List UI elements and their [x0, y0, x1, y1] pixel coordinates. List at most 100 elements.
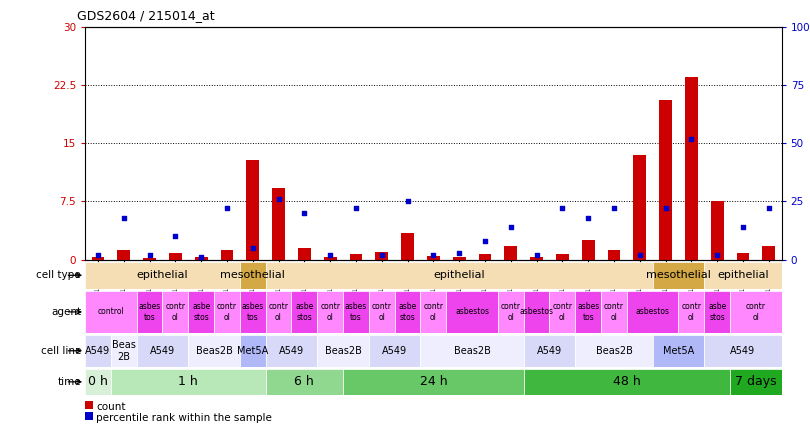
Text: asbes
tos: asbes tos [577, 302, 599, 321]
Text: contr
ol: contr ol [320, 302, 340, 321]
Text: Beas2B: Beas2B [454, 346, 491, 356]
Point [633, 251, 646, 258]
Bar [85, 335, 111, 367]
Text: asbestos: asbestos [455, 307, 489, 317]
Bar [530, 257, 543, 260]
Point [608, 205, 620, 212]
Bar [762, 246, 775, 260]
Text: agent: agent [51, 307, 81, 317]
Bar [653, 335, 704, 367]
Text: asbe
stos: asbe stos [399, 302, 416, 321]
Bar [375, 252, 388, 260]
Text: Beas2B: Beas2B [595, 346, 633, 356]
Point [92, 251, 104, 258]
Text: asbestos: asbestos [519, 307, 553, 317]
Bar [194, 258, 207, 260]
Text: contr
ol: contr ol [424, 302, 443, 321]
Bar [349, 254, 362, 260]
Bar [582, 240, 595, 260]
Bar [523, 291, 549, 333]
Point [427, 251, 440, 258]
Bar [169, 253, 181, 260]
Bar [220, 250, 233, 260]
Bar [505, 246, 518, 260]
Text: 1 h: 1 h [178, 375, 198, 388]
Bar [369, 291, 394, 333]
Point [710, 251, 723, 258]
Text: contr
ol: contr ol [604, 302, 624, 321]
Text: Beas2B: Beas2B [195, 346, 232, 356]
Bar [246, 160, 259, 260]
Point [143, 251, 156, 258]
Bar [704, 335, 782, 367]
Text: percentile rank within the sample: percentile rank within the sample [96, 412, 272, 423]
Point [220, 205, 233, 212]
Text: asbe
stos: asbe stos [708, 302, 727, 321]
Bar [240, 262, 266, 289]
Text: mesothelial: mesothelial [220, 270, 285, 280]
Bar [137, 291, 163, 333]
Text: contr
ol: contr ol [501, 302, 521, 321]
Bar [163, 291, 188, 333]
Text: GDS2604 / 215014_at: GDS2604 / 215014_at [77, 9, 215, 22]
Point [505, 224, 518, 231]
Bar [298, 248, 311, 260]
Bar [549, 291, 575, 333]
Text: control: control [97, 307, 124, 317]
Text: 6 h: 6 h [295, 375, 314, 388]
Bar [556, 254, 569, 260]
Bar [653, 262, 704, 289]
Bar [394, 291, 420, 333]
Bar [685, 77, 697, 260]
Bar [679, 291, 704, 333]
Text: mesothelial: mesothelial [646, 270, 711, 280]
Bar [240, 291, 266, 333]
Bar [369, 335, 420, 367]
Text: Beas2B: Beas2B [325, 346, 361, 356]
Bar [659, 100, 672, 260]
Text: asbes
tos: asbes tos [241, 302, 264, 321]
Bar [111, 369, 266, 395]
Bar [111, 335, 137, 367]
Bar [318, 291, 343, 333]
Point [324, 251, 337, 258]
Bar [318, 335, 369, 367]
Text: 7 days: 7 days [735, 375, 777, 388]
Text: contr
ol: contr ol [269, 302, 288, 321]
Bar [601, 291, 627, 333]
Point [401, 198, 414, 205]
Text: 0 h: 0 h [88, 375, 108, 388]
Text: contr
ol: contr ol [217, 302, 237, 321]
Text: epithelial: epithelial [717, 270, 769, 280]
Point [736, 224, 749, 231]
Bar [137, 335, 188, 367]
Point [298, 210, 311, 217]
Bar [736, 253, 749, 260]
Text: time: time [58, 377, 81, 387]
Text: contr
ol: contr ol [552, 302, 573, 321]
Bar [188, 335, 240, 367]
Point [453, 249, 466, 256]
Point [479, 238, 492, 245]
Bar [188, 291, 214, 333]
Text: A549: A549 [279, 346, 304, 356]
Text: Met5A: Met5A [237, 346, 268, 356]
Bar [143, 258, 156, 260]
Bar [710, 202, 723, 260]
Bar [117, 250, 130, 260]
Text: epithelial: epithelial [137, 270, 188, 280]
Point [375, 251, 388, 258]
Bar [324, 258, 337, 260]
Bar [498, 291, 523, 333]
Text: contr
ol: contr ol [372, 302, 392, 321]
Bar [704, 291, 730, 333]
Bar [523, 335, 575, 367]
Text: asbestos: asbestos [636, 307, 670, 317]
Point [168, 233, 181, 240]
Point [117, 214, 130, 222]
Bar [343, 369, 523, 395]
Text: asbe
stos: asbe stos [192, 302, 211, 321]
Bar [292, 291, 318, 333]
Text: A549: A549 [731, 346, 756, 356]
Bar [266, 291, 292, 333]
